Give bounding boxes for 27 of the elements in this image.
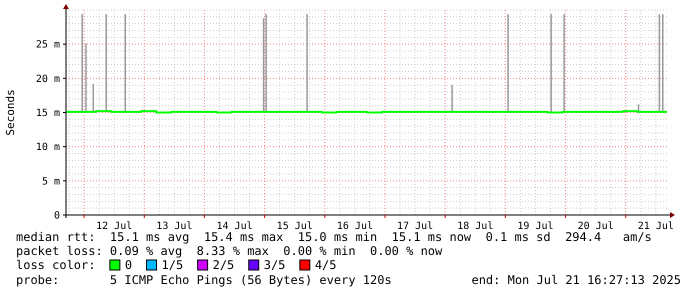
- x-tick-label: 16 Jul: [336, 221, 373, 232]
- y-tick-label: 15 m: [36, 108, 60, 119]
- legend-label: 1/5: [162, 258, 184, 272]
- y-tick-label: 0: [54, 210, 60, 222]
- y-axis-title: Seconds: [4, 89, 17, 136]
- x-tick-label: 20 Jul: [578, 221, 614, 232]
- y-tick-label: 20 m: [36, 74, 60, 85]
- legend-label: 4/5: [314, 258, 337, 272]
- x-tick-label: 17 Jul: [397, 221, 434, 232]
- text: packet loss: 0.09 % avg 8.33 % max 0.00 % min 0.00 % now: [16, 244, 444, 258]
- legend-title: loss color:: [16, 258, 96, 272]
- text: probe: 5 ICMP Echo Pings (56 Bytes) every 120s: [16, 273, 392, 287]
- text: median rtt: 15.1 ms avg 15.4 ms max 15.0 ms min 15.1 ms now 0.1 ms sd 294.4 am/s: [16, 230, 652, 244]
- x-tick-label: 15 Jul: [276, 221, 313, 232]
- x-tick-label: 19 Jul: [517, 221, 554, 232]
- legend-label: 3/5: [264, 258, 286, 272]
- legend-label: 2/5: [212, 258, 234, 272]
- text: end: Mon Jul 21 16:27:13 2025: [471, 273, 681, 287]
- x-tick-label: 18 Jul: [457, 221, 494, 232]
- x-tick-label: 21 Jul: [638, 221, 674, 232]
- x-tick-label: 13 Jul: [156, 221, 192, 232]
- legend-label: 0: [124, 258, 132, 272]
- x-tick-label: 14 Jul: [216, 221, 253, 232]
- y-tick-label: 5 m: [42, 176, 60, 188]
- y-tick-label: 25 m: [36, 40, 60, 51]
- y-tick-label: 10 m: [36, 142, 60, 154]
- x-tick-label: 12 Jul: [96, 221, 132, 232]
